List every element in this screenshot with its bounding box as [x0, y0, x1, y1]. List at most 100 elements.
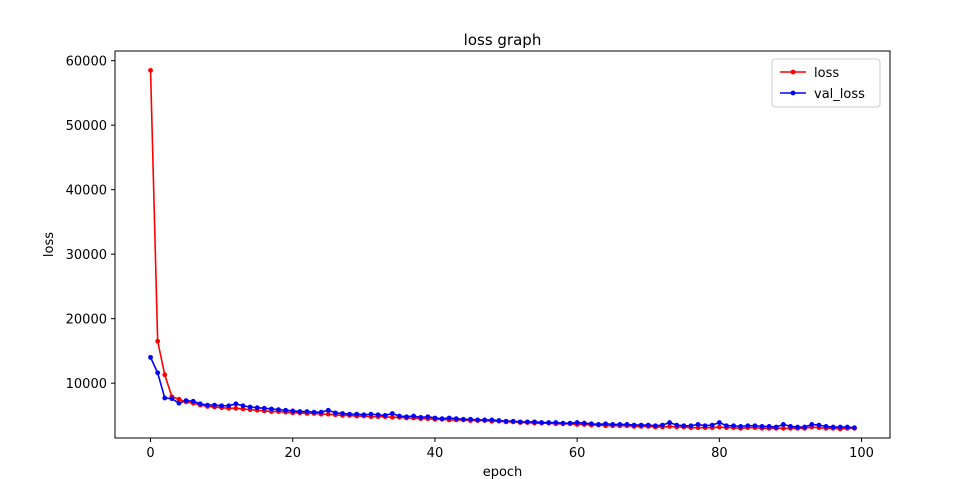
- y-tick-label: 20000: [66, 313, 107, 328]
- data-point-val_loss: [844, 424, 850, 430]
- x-tick-label: 60: [569, 446, 586, 461]
- data-point-val_loss: [397, 413, 402, 419]
- data-point-loss: [162, 372, 168, 378]
- data-point-val_loss: [588, 421, 594, 427]
- y-axis-label: loss: [42, 232, 57, 257]
- data-point-val_loss: [425, 414, 431, 420]
- data-point-val_loss: [290, 408, 296, 414]
- data-point-val_loss: [631, 422, 637, 428]
- data-point-val_loss: [574, 420, 580, 425]
- data-point-val_loss: [404, 414, 409, 420]
- data-point-val_loss: [553, 420, 559, 425]
- data-point-val_loss: [446, 415, 452, 421]
- data-point-val_loss: [738, 423, 744, 429]
- data-point-val_loss: [354, 411, 360, 417]
- data-point-val_loss: [716, 420, 722, 425]
- series-line-val_loss: [149, 357, 855, 429]
- data-point-val_loss: [432, 415, 438, 421]
- y-tick-label: 30000: [66, 248, 107, 263]
- data-point-val_loss: [205, 402, 210, 408]
- y-axis: 10000 20000 30000 40000 50000 60000: [66, 55, 115, 392]
- data-point-val_loss: [752, 423, 758, 429]
- data-point-val_loss: [489, 417, 495, 423]
- data-point-val_loss: [724, 423, 729, 429]
- data-point-val_loss: [261, 405, 267, 411]
- data-point-val_loss: [510, 418, 516, 424]
- data-point-loss: [148, 67, 153, 73]
- legend: loss val_loss: [771, 58, 881, 108]
- data-point-val_loss: [325, 407, 331, 413]
- data-point-val_loss: [254, 405, 260, 411]
- data-point-loss: [716, 424, 722, 430]
- y-tick-label: 10000: [66, 377, 107, 392]
- data-point-val_loss: [688, 423, 694, 429]
- data-point-val_loss: [183, 398, 189, 403]
- data-point-val_loss: [766, 423, 772, 429]
- series-loss: [148, 67, 857, 432]
- data-point-val_loss: [617, 422, 623, 427]
- data-point-val_loss: [830, 424, 836, 430]
- x-axis: 0 20 40 60 80 100: [146, 438, 874, 461]
- data-point-val_loss: [624, 422, 630, 427]
- data-point-val_loss: [567, 420, 573, 426]
- data-point-val_loss: [809, 422, 815, 427]
- data-point-val_loss: [603, 421, 608, 427]
- legend-label-val_loss: val_loss: [814, 87, 865, 102]
- data-point-val_loss: [645, 422, 651, 428]
- data-point-loss: [176, 396, 182, 402]
- data-point-val_loss: [524, 419, 530, 425]
- data-point-val_loss: [439, 416, 445, 422]
- data-point-val_loss: [745, 423, 751, 429]
- legend-marker-loss: [790, 69, 796, 75]
- data-point-val_loss: [269, 406, 274, 412]
- data-point-val_loss: [674, 422, 680, 428]
- data-point-val_loss: [652, 423, 658, 429]
- data-point-val_loss: [453, 416, 459, 422]
- data-point-val_loss: [418, 414, 424, 420]
- data-point-val_loss: [368, 411, 374, 417]
- data-point-val_loss: [795, 424, 800, 430]
- data-point-val_loss: [411, 413, 417, 419]
- data-point-val_loss: [539, 420, 545, 425]
- data-point-val_loss: [318, 409, 324, 415]
- series-line-loss: [149, 70, 855, 430]
- data-point-loss: [389, 414, 395, 420]
- data-point-val_loss: [660, 422, 665, 428]
- data-point-val_loss: [297, 409, 303, 414]
- data-point-val_loss: [375, 412, 381, 418]
- data-point-val_loss: [709, 422, 715, 428]
- data-point-loss: [325, 411, 331, 417]
- x-axis-label: epoch: [483, 465, 523, 479]
- data-point-val_loss: [780, 422, 786, 427]
- data-point-val_loss: [773, 424, 779, 430]
- data-point-val_loss: [389, 411, 395, 416]
- x-tick-label: 20: [284, 446, 301, 461]
- data-point-val_loss: [169, 396, 175, 402]
- data-point-val_loss: [233, 401, 239, 407]
- data-point-val_loss: [460, 416, 466, 422]
- data-point-val_loss: [155, 370, 161, 376]
- data-point-val_loss: [347, 411, 353, 417]
- data-point-loss: [780, 425, 786, 431]
- data-point-val_loss: [496, 418, 502, 423]
- data-point-val_loss: [304, 409, 310, 414]
- data-point-val_loss: [702, 423, 708, 429]
- data-point-val_loss: [361, 412, 367, 418]
- data-point-val_loss: [382, 413, 388, 418]
- x-tick-label: 100: [849, 446, 874, 461]
- series-layer: [148, 67, 857, 432]
- legend-label-loss: loss: [814, 66, 839, 81]
- data-point-val_loss: [788, 423, 793, 429]
- data-point-val_loss: [219, 403, 225, 409]
- data-point-val_loss: [340, 411, 345, 416]
- series-val_loss: [148, 354, 857, 431]
- data-point-val_loss: [226, 403, 232, 409]
- data-point-val_loss: [638, 422, 644, 428]
- data-point-val_loss: [596, 422, 601, 427]
- data-point-val_loss: [532, 419, 537, 425]
- data-point-val_loss: [852, 425, 857, 431]
- data-point-val_loss: [276, 407, 281, 413]
- data-point-loss: [233, 405, 239, 411]
- data-point-val_loss: [546, 420, 552, 425]
